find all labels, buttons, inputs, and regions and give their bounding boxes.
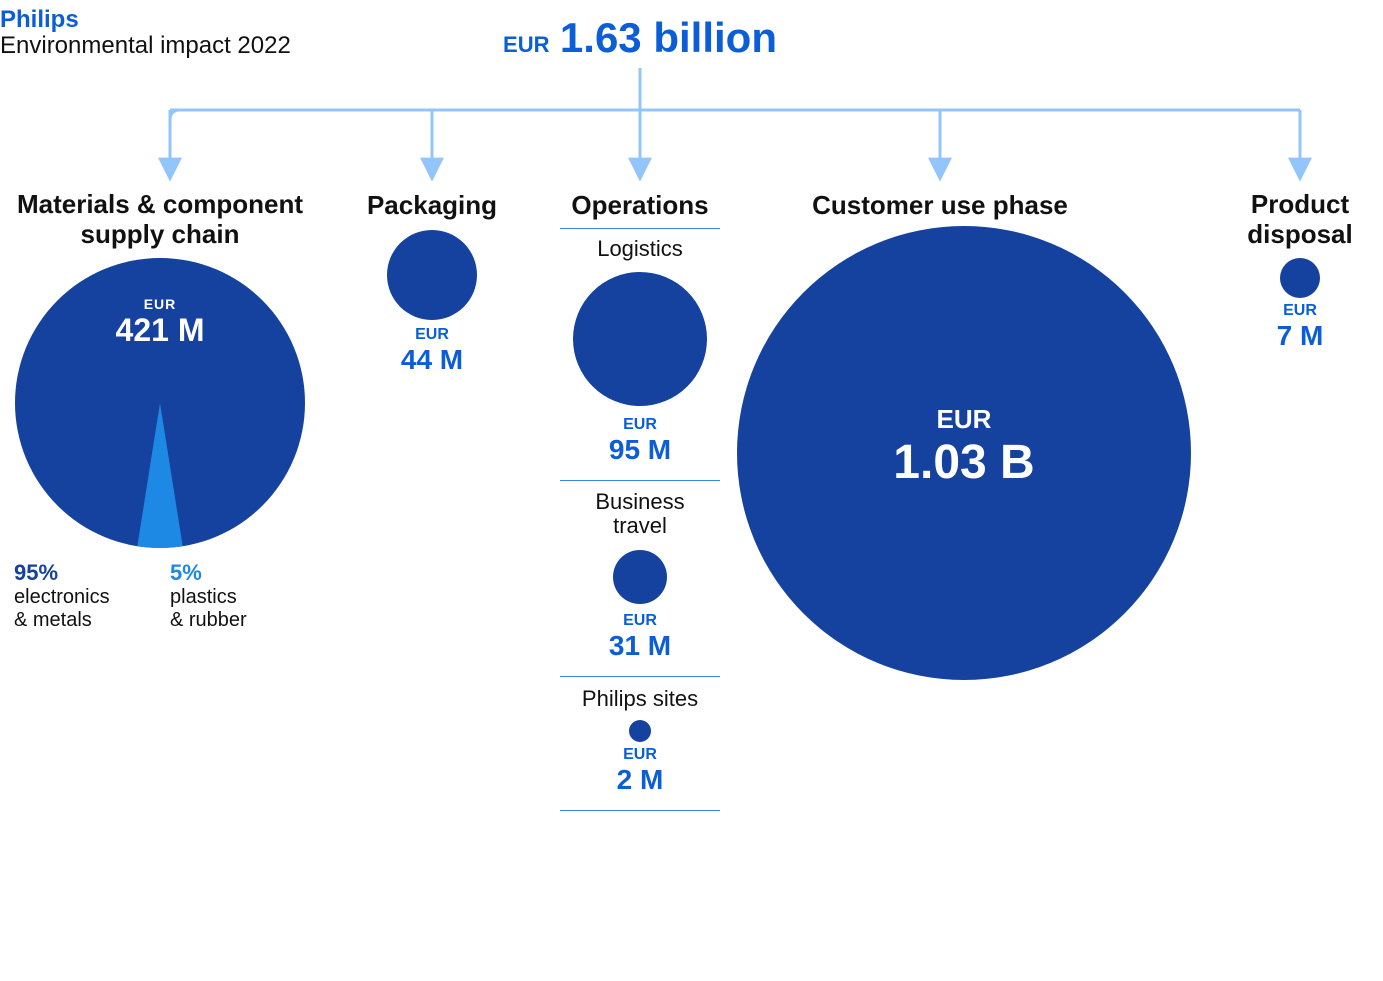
customer-title: Customer use phase: [750, 190, 1130, 221]
pie-legend-right: 5% plastics & rubber: [170, 560, 330, 632]
ops-travel-value-block: EUR 31 M: [550, 612, 730, 662]
disposal-value: 7 M: [1220, 320, 1380, 352]
packaging-circle: [387, 230, 477, 320]
ops-sites-value: 2 M: [550, 764, 730, 796]
ops-logistics-currency: EUR: [550, 416, 730, 434]
pie-legend-left-pct: 95%: [14, 560, 174, 586]
materials-title-1: Materials & component: [0, 190, 320, 220]
total-value: 1.63 billion: [560, 14, 777, 61]
packaging-currency: EUR: [342, 326, 522, 344]
materials-title-2: supply chain: [0, 220, 320, 250]
pie-legend-left: 95% electronics & metals: [14, 560, 174, 632]
header-block: Philips Environmental impact 2022: [0, 6, 291, 60]
pie-legend-right-desc-1: plastics: [170, 586, 330, 609]
ops-travel-value: 31 M: [550, 630, 730, 662]
ops-sites-value-block: EUR 2 M: [550, 746, 730, 796]
operations-divider-0: [560, 228, 720, 229]
disposal-title-2: disposal: [1220, 220, 1380, 250]
ops-sites-title: Philips sites: [550, 686, 730, 712]
brand-label: Philips: [0, 6, 291, 34]
materials-title: Materials & component supply chain: [0, 190, 320, 250]
disposal-currency: EUR: [1220, 302, 1380, 320]
customer-value: 1.03 B: [737, 435, 1191, 490]
subtitle-label: Environmental impact 2022: [0, 32, 291, 60]
ops-logistics-value-block: EUR 95 M: [550, 416, 730, 466]
ops-logistics-title: Logistics: [550, 236, 730, 262]
ops-sites-currency: EUR: [550, 746, 730, 764]
materials-pie-text: EUR 421 M: [15, 296, 305, 349]
disposal-title-1: Product: [1220, 190, 1380, 220]
disposal-circle: [1280, 258, 1320, 298]
customer-currency: EUR: [737, 404, 1191, 435]
materials-value: 421 M: [15, 312, 305, 349]
total-currency: EUR: [503, 32, 549, 57]
packaging-title: Packaging: [342, 190, 522, 221]
pie-legend-right-pct: 5%: [170, 560, 330, 586]
packaging-value: 44 M: [342, 344, 522, 376]
ops-travel-title: Business travel: [550, 490, 730, 538]
ops-logistics-value: 95 M: [550, 434, 730, 466]
ops-travel-circle: [613, 550, 667, 604]
operations-divider-2: [560, 676, 720, 677]
customer-value-block: EUR 1.03 B: [737, 404, 1191, 490]
operations-divider-3: [560, 810, 720, 811]
pie-legend-right-desc-2: & rubber: [170, 609, 330, 632]
materials-currency: EUR: [15, 296, 305, 312]
ops-logistics-circle: [573, 272, 707, 406]
pie-legend-left-desc-2: & metals: [14, 609, 174, 632]
infographic-canvas: Philips Environmental impact 2022 EUR 1.…: [0, 0, 1383, 981]
ops-sites-circle: [629, 720, 651, 742]
disposal-value-block: EUR 7 M: [1220, 302, 1380, 352]
pie-legend-left-desc-1: electronics: [14, 586, 174, 609]
disposal-title: Product disposal: [1220, 190, 1380, 250]
ops-travel-currency: EUR: [550, 612, 730, 630]
operations-title: Operations: [550, 190, 730, 221]
operations-divider-1: [560, 480, 720, 481]
total-value-block: EUR 1.63 billion: [430, 14, 850, 62]
packaging-value-block: EUR 44 M: [342, 326, 522, 376]
